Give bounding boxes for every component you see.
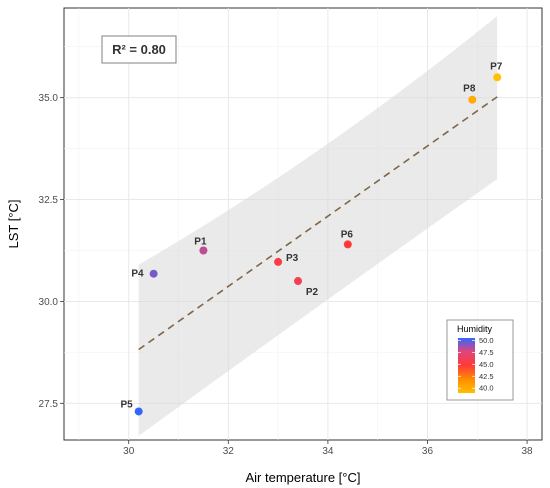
point-label-p4: P4 (131, 269, 144, 280)
legend-tick-label: 45.0 (479, 360, 494, 369)
x-tick-label: 38 (522, 446, 534, 457)
point-label-p5: P5 (120, 399, 133, 410)
x-tick-label: 36 (422, 446, 434, 457)
data-point-p6 (343, 240, 352, 249)
data-point-p2 (294, 277, 303, 286)
x-tick-label: 30 (123, 446, 135, 457)
legend-colorbar (458, 338, 475, 393)
r2-annotation: R² = 0.80 (101, 35, 177, 64)
data-point-p7 (493, 73, 502, 82)
legend-ticks: 50.0 47.5 45.0 42.5 40.0 (458, 336, 494, 393)
data-point-p8 (468, 95, 477, 104)
point-label-p1: P1 (194, 236, 207, 247)
regression-line (138, 96, 498, 351)
legend-tick-label: 42.5 (479, 372, 494, 381)
legend-tick-label: 50.0 (479, 336, 494, 345)
y-tick-label: 27.5 (39, 399, 59, 410)
r2-box (101, 35, 177, 64)
y-axis-ticks: 27.5 30.0 32.5 35.0 (39, 93, 64, 410)
y-tick-label: 30.0 (39, 297, 59, 308)
r2-text: R² = 0.80 (112, 42, 166, 57)
data-points (134, 73, 502, 416)
data-point-p4 (149, 269, 158, 278)
x-axis-title: Air temperature [°C] (245, 470, 360, 485)
legend: Humidity 50.0 47.5 45.0 42.5 40.0 (446, 319, 514, 401)
legend-tick-label: 47.5 (479, 348, 494, 357)
y-tick-label: 35.0 (39, 93, 59, 104)
data-point-p1 (199, 246, 208, 255)
y-axis-title: LST [°C] (6, 199, 21, 248)
point-label-p2: P2 (306, 287, 319, 298)
x-tick-label: 34 (322, 446, 334, 457)
point-label-p7: P7 (490, 61, 503, 72)
x-tick-label: 32 (223, 446, 235, 457)
data-point-p5 (134, 407, 143, 416)
point-label-p6: P6 (341, 229, 354, 240)
point-label-p3: P3 (286, 253, 299, 264)
point-label-p8: P8 (463, 84, 476, 95)
data-point-p3 (274, 257, 283, 266)
y-tick-label: 32.5 (39, 195, 59, 206)
point-labels: P1 P2 P3 P4 P5 P6 P7 P8 (120, 61, 502, 410)
confidence-band (138, 16, 498, 436)
legend-tick-label: 40.0 (479, 384, 494, 393)
legend-title: Humidity (457, 324, 493, 334)
x-axis-ticks: 30 32 34 36 38 (123, 440, 533, 457)
